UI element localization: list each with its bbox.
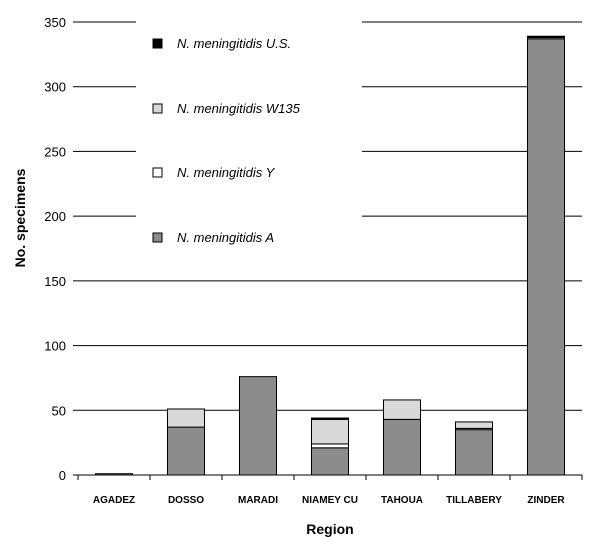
y-tick-label: 200 — [44, 209, 66, 224]
bar-segment — [455, 429, 493, 476]
y-tick-label: 350 — [44, 15, 66, 30]
bar-segment — [527, 35, 565, 39]
y-tick-label: 100 — [44, 339, 66, 354]
legend-label: N. meningitidis Y — [177, 165, 276, 180]
bar-segment — [311, 443, 349, 449]
bar-segment — [527, 38, 565, 476]
legend-label: N. meningitidis A — [177, 230, 274, 245]
x-axis-title: Region — [306, 521, 353, 537]
bar-segment — [455, 421, 493, 429]
x-axis-labels: AGADEZ DOSSO MARADI NIAMEY CU TAHOUA TILLABER… — [77, 475, 583, 506]
x-tick-label: AGADEZ — [93, 495, 135, 506]
bars — [95, 35, 565, 476]
y-tick-label: 300 — [44, 80, 66, 95]
legend-label: N. meningitidis U.S. — [177, 36, 291, 51]
x-tick-label: DOSSO — [168, 495, 204, 506]
x-tick-label: TILLABERY — [446, 495, 502, 506]
bar-segment — [311, 417, 349, 420]
bar-segment — [239, 376, 277, 476]
x-tick-label: NIAMEY CU — [302, 495, 358, 506]
y-axis-ticks: 0 50 100 150 200 250 300 350 — [44, 15, 78, 483]
legend-label: N. meningitidis W135 — [177, 101, 301, 116]
y-axis-title: No. specimens — [12, 168, 28, 267]
legend-swatch — [152, 103, 163, 114]
legend: N. meningitidis U.S. N. meningitidis W135… — [136, 20, 362, 245]
bar-segment — [311, 447, 349, 476]
x-tick-label: ZINDER — [527, 495, 565, 506]
x-tick-label: MARADI — [238, 495, 278, 506]
bar-segment — [383, 399, 421, 420]
legend-swatch — [152, 167, 163, 178]
y-tick-label: 250 — [44, 144, 66, 159]
bar-segment — [311, 418, 349, 445]
bar-segment — [167, 426, 205, 476]
bar-segment — [383, 418, 421, 476]
y-tick-label: 150 — [44, 274, 66, 289]
x-tick-label: TAHOUA — [381, 495, 423, 506]
legend-swatch — [152, 232, 163, 243]
legend-swatch — [152, 38, 163, 49]
y-tick-label: 50 — [52, 403, 66, 418]
legend-background — [136, 20, 362, 230]
bar-segment — [167, 408, 205, 428]
y-tick-label: 0 — [59, 468, 66, 483]
